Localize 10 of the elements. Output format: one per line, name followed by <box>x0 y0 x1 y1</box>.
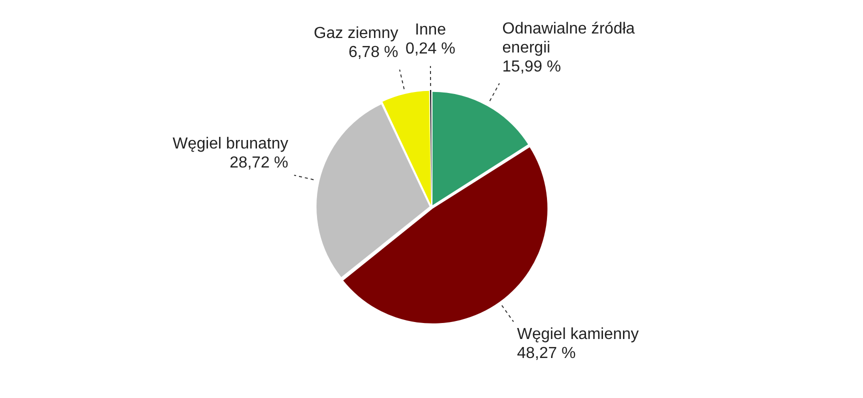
slice-label: Węgiel kamienny <box>516 326 639 344</box>
slice-label: Inne <box>414 21 446 38</box>
slice-label: Węgiel brunatny <box>172 135 288 152</box>
slice-label: Gaz ziemny <box>314 25 398 42</box>
data-label: 15,99 % <box>502 58 561 76</box>
data-label: 6,78 % <box>348 44 398 62</box>
data-label: 0,24 % <box>405 40 456 58</box>
slice-label: Odnawialne źródła energii <box>502 20 635 57</box>
data-label: 48,27 % <box>516 345 576 362</box>
data-label: 28,72 % <box>230 154 288 172</box>
